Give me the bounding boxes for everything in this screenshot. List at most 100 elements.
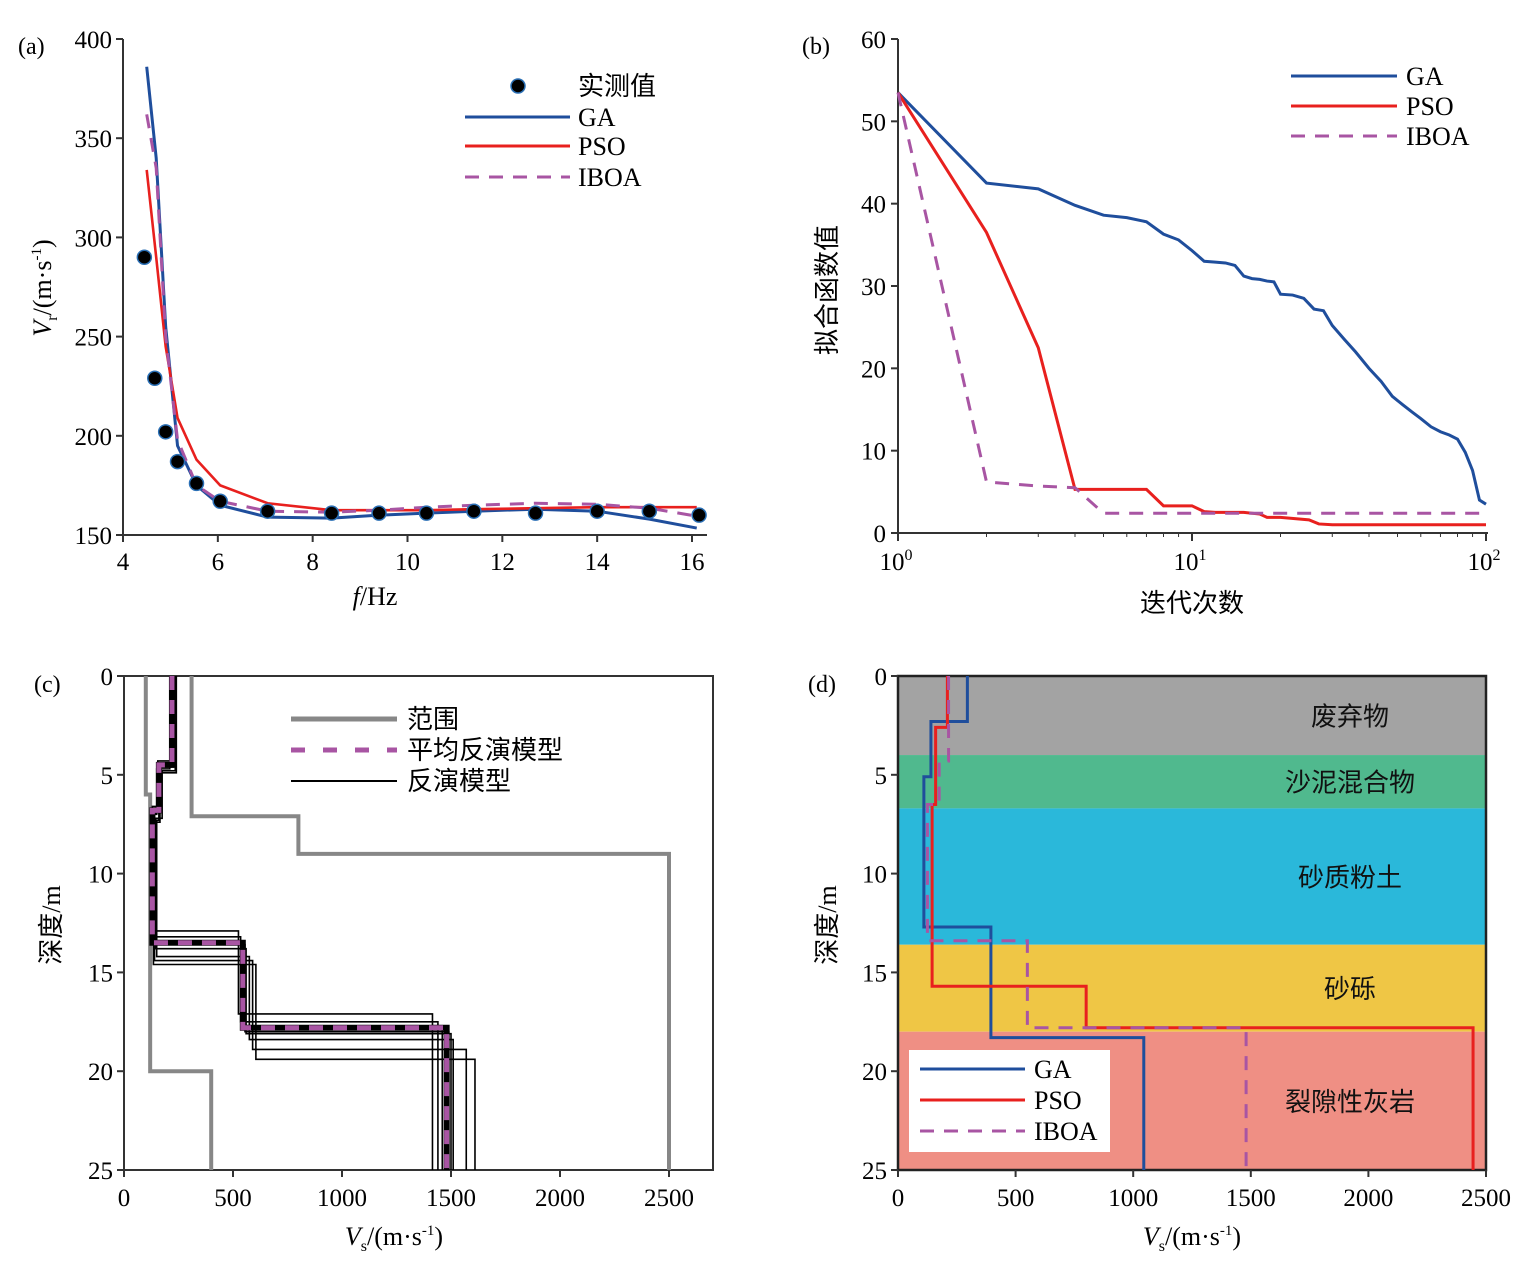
panel-a-xtick-label: 6 xyxy=(212,549,225,576)
panel-c-frame xyxy=(123,675,714,1171)
panel-a-observed-point xyxy=(466,503,482,519)
panel-d-layer-label: 废弃物 xyxy=(1311,703,1389,732)
panel-label-d: (d) xyxy=(808,672,836,698)
panel-b-xtick-base: 10 xyxy=(1468,549,1493,576)
panel-b-xtick-base: 10 xyxy=(880,549,905,576)
panel-d-xlabel-var: V xyxy=(1143,1222,1162,1251)
panel-d-ytick-label: 0 xyxy=(875,664,888,691)
panel-c-ytick-label: 10 xyxy=(88,862,113,889)
panel-a-legend-label: IBOA xyxy=(578,163,642,192)
panel-a-xtick-label: 8 xyxy=(306,549,319,576)
panel-b-ytick-label: 20 xyxy=(861,356,886,383)
panel-a-observed-point xyxy=(147,370,163,387)
panel-d-legend-label: GA xyxy=(1034,1055,1072,1084)
panel-d-series-pso xyxy=(930,676,1475,1170)
panel-a-xlabel-var: f xyxy=(353,582,364,611)
panel-c-ytick-label: 5 xyxy=(101,763,114,790)
panel-b-ytick-label: 40 xyxy=(861,192,886,219)
panel-a-ytick-label: 250 xyxy=(75,325,113,352)
panel-c-range-upper xyxy=(189,676,671,1170)
panel-a-observed-point xyxy=(418,505,435,521)
panel-d-xlabel-unit: /(m·s xyxy=(1165,1222,1220,1251)
panel-d-layer-label: 沙泥混合物 xyxy=(1285,769,1415,798)
panel-a-observed-point xyxy=(371,505,387,521)
panel-d-ytick-label: 5 xyxy=(875,763,888,790)
panel-a-ytick-label: 350 xyxy=(75,126,113,153)
panel-b-xlabel: 迭代次数 xyxy=(1140,589,1244,618)
panel-c-ytick-label: 25 xyxy=(88,1158,113,1185)
panel-a-ytick-label: 400 xyxy=(75,27,113,54)
panel-b-xtick-base: 10 xyxy=(1174,549,1199,576)
panel-label-b: (b) xyxy=(802,34,830,60)
panel-a-observed-point xyxy=(157,424,174,440)
panel-a-legend-label: GA xyxy=(578,103,616,132)
panel-d-xlabel-sup: -1 xyxy=(1220,1223,1233,1239)
panel-c-xtick-label: 2500 xyxy=(644,1185,694,1212)
panel-b-ytick-label: 0 xyxy=(874,521,887,548)
panel-a-legend-marker-observed xyxy=(510,78,526,94)
panel-b-xtick-label: 101 xyxy=(1174,547,1207,576)
panel-d-series-iboa xyxy=(925,676,1248,1170)
panel-a-xtick-label: 16 xyxy=(680,549,705,576)
panel-a-observed-point xyxy=(212,493,228,510)
panel-a-legend-label: PSO xyxy=(578,132,626,161)
panel-a-observed-point xyxy=(641,503,658,519)
panel-d-layer-band xyxy=(898,808,1486,945)
panel-c-inversion-model xyxy=(154,676,452,1170)
panel-a-observed-point xyxy=(691,507,707,523)
panel-c-xtick-label: 0 xyxy=(118,1185,131,1212)
panel-a-observed-point xyxy=(527,505,544,521)
panel-d-xtick-label: 1000 xyxy=(1108,1185,1158,1212)
panel-c-xtick-label: 1000 xyxy=(317,1185,367,1212)
panel-a-xlabel-unit: /Hz xyxy=(360,582,398,611)
panel-d-legend-label: PSO xyxy=(1034,1086,1082,1115)
panel-label-a: (a) xyxy=(18,34,45,60)
panel-b-ytick-label: 60 xyxy=(861,27,886,54)
panel-d-xlabel: Vs/(m·s-1) xyxy=(1143,1222,1241,1255)
panel-b-legend-label: GA xyxy=(1406,62,1444,91)
panel-a-observed-point xyxy=(188,475,205,492)
panel-c-ytick-label: 20 xyxy=(88,1059,113,1086)
panel-a-xtick-label: 14 xyxy=(585,549,611,576)
panel-b-ylabel: 拟合函数值 xyxy=(813,225,842,355)
panel-b-xtick-exp: 0 xyxy=(905,547,913,564)
panel-d-layer-band xyxy=(898,676,1486,756)
panel-b-xtick-exp: 1 xyxy=(1199,547,1207,564)
panel-d-ytick-label: 15 xyxy=(862,960,887,987)
panel-a-observed-point xyxy=(589,503,605,519)
panel-d-ylabel: 深度/m xyxy=(813,885,842,964)
panel-a-ytick-label: 150 xyxy=(75,523,113,550)
panel-b-xtick-label: 102 xyxy=(1468,547,1501,576)
panel-a-legend-label: 实测值 xyxy=(578,72,656,101)
panel-d-layer-label: 砂质粉土 xyxy=(1298,864,1402,893)
panel-c-xtick-label: 2000 xyxy=(535,1185,585,1212)
panel-a-xtick-label: 12 xyxy=(490,549,515,576)
panel-d-layer-label: 裂隙性灰岩 xyxy=(1285,1088,1415,1117)
panel-b-ytick-label: 30 xyxy=(861,274,886,301)
panel-d-frame xyxy=(896,674,1488,1172)
panel-d-xtick-label: 2500 xyxy=(1461,1185,1511,1212)
panel-b-ytick-label: 10 xyxy=(861,439,886,466)
panel-c-legend-label: 反演模型 xyxy=(407,767,511,796)
panel-a-observed-point xyxy=(323,505,340,521)
panel-d-layer-label: 砂砾 xyxy=(1324,975,1376,1004)
panel-d-legend-label: IBOA xyxy=(1034,1117,1098,1146)
panel-d-series-ga xyxy=(922,676,1146,1170)
panel-b-xtick-label: 100 xyxy=(880,547,913,576)
panel-d-xtick-label: 1500 xyxy=(1226,1185,1276,1212)
panel-c-ytick-label: 15 xyxy=(88,960,113,987)
panel-a-ytick-label: 300 xyxy=(75,225,113,252)
panel-a-observed-point xyxy=(169,453,186,470)
panel-a-ylabel: Vr/(m·s-1) xyxy=(28,239,61,336)
panel-a-ytick-label: 200 xyxy=(75,424,113,451)
panel-b-series-pso xyxy=(896,91,1486,527)
panel-c-legend-label: 平均反演模型 xyxy=(407,736,563,765)
panel-a-ylabel-unit: /(m·s xyxy=(28,261,57,316)
panel-b-ytick-label: 50 xyxy=(861,109,886,136)
panel-d-ytick-label: 20 xyxy=(862,1059,887,1086)
panel-c-xtick-label: 500 xyxy=(214,1185,252,1212)
panel-b-series-ga xyxy=(896,91,1487,506)
panel-label-c: (c) xyxy=(34,672,61,698)
